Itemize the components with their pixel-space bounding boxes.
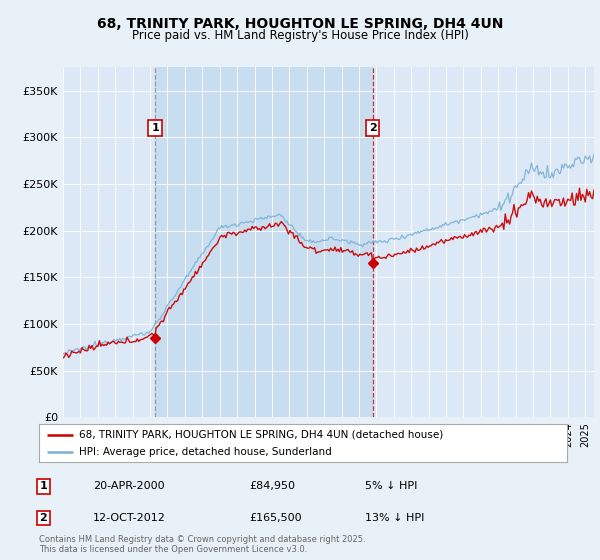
Text: 2: 2 — [40, 513, 47, 523]
Text: 2: 2 — [369, 123, 377, 133]
Text: 1: 1 — [40, 481, 47, 491]
Text: HPI: Average price, detached house, Sunderland: HPI: Average price, detached house, Sund… — [79, 447, 331, 458]
Text: £84,950: £84,950 — [249, 481, 295, 491]
Text: 68, TRINITY PARK, HOUGHTON LE SPRING, DH4 4UN: 68, TRINITY PARK, HOUGHTON LE SPRING, DH… — [97, 17, 503, 31]
Text: 20-APR-2000: 20-APR-2000 — [93, 481, 164, 491]
Text: 68, TRINITY PARK, HOUGHTON LE SPRING, DH4 4UN (detached house): 68, TRINITY PARK, HOUGHTON LE SPRING, DH… — [79, 430, 443, 440]
Bar — [155, 67, 373, 417]
Text: 13% ↓ HPI: 13% ↓ HPI — [365, 513, 424, 523]
Text: £165,500: £165,500 — [249, 513, 302, 523]
Text: 12-OCT-2012: 12-OCT-2012 — [93, 513, 166, 523]
Text: 5% ↓ HPI: 5% ↓ HPI — [365, 481, 417, 491]
Text: Contains HM Land Registry data © Crown copyright and database right 2025.
This d: Contains HM Land Registry data © Crown c… — [39, 535, 365, 554]
Text: 1: 1 — [151, 123, 159, 133]
Text: Price paid vs. HM Land Registry's House Price Index (HPI): Price paid vs. HM Land Registry's House … — [131, 29, 469, 42]
